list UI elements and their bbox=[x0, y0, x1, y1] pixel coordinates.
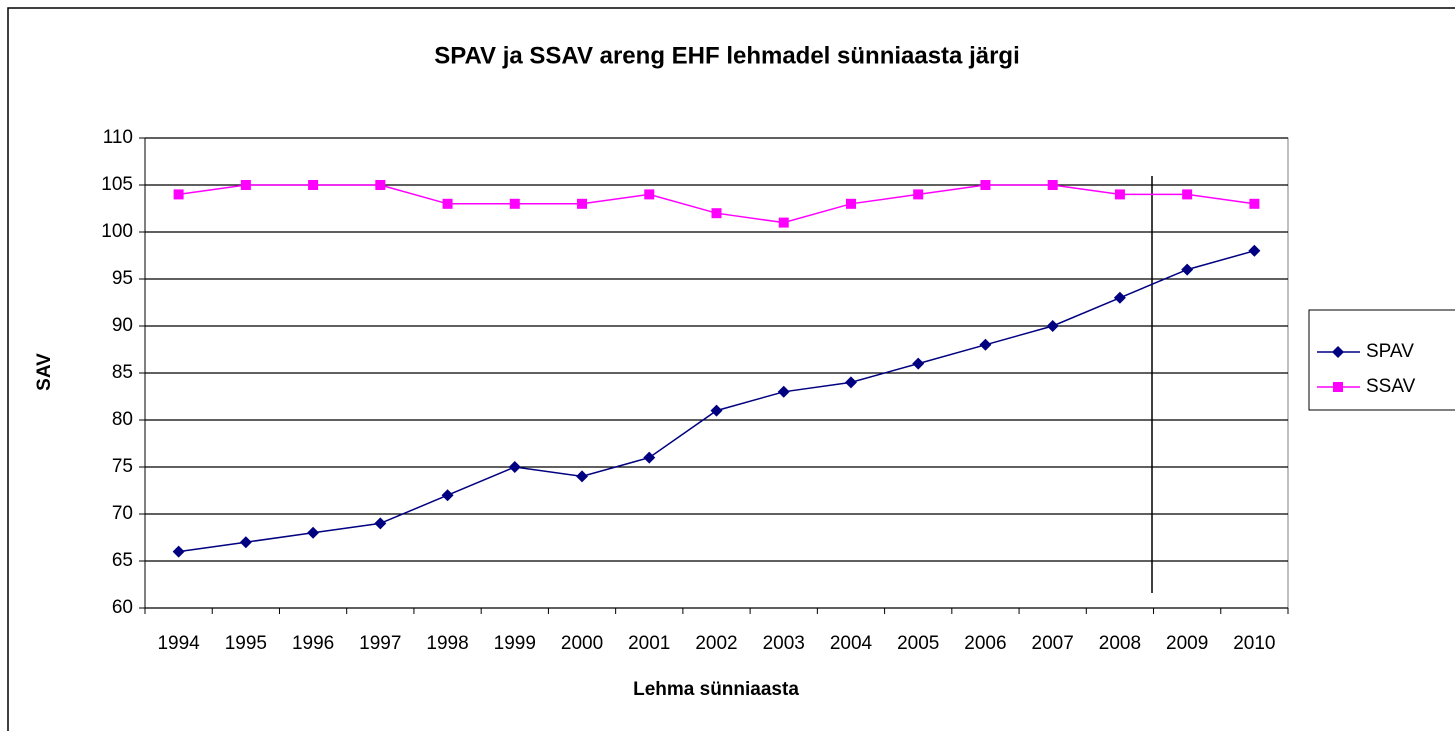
data-point bbox=[913, 189, 924, 200]
data-point bbox=[643, 451, 656, 464]
x-tick-label: 2000 bbox=[561, 633, 603, 654]
y-tick-label: 110 bbox=[103, 127, 133, 148]
chart-title: SPAV ja SSAV areng EHF lehmadel sünniaas… bbox=[434, 42, 1020, 69]
x-tick-label: 2004 bbox=[830, 633, 873, 654]
data-point bbox=[441, 489, 454, 502]
y-tick-label: 60 bbox=[112, 597, 133, 618]
x-tick-label: 2002 bbox=[695, 633, 737, 654]
legend-marker bbox=[1333, 382, 1343, 392]
data-point bbox=[1248, 244, 1261, 257]
x-tick-label: 2005 bbox=[897, 633, 939, 654]
data-point bbox=[1182, 189, 1193, 200]
legend-label: SPAV bbox=[1366, 341, 1414, 362]
x-tick-label: 2003 bbox=[763, 633, 805, 654]
y-tick-label: 105 bbox=[101, 174, 133, 195]
x-tick-label: 1999 bbox=[494, 633, 536, 654]
data-point bbox=[1249, 198, 1260, 209]
data-point bbox=[308, 180, 319, 190]
data-point bbox=[307, 526, 320, 539]
data-point bbox=[777, 385, 790, 398]
legend-marker bbox=[1332, 346, 1344, 358]
x-tick-label: 2007 bbox=[1032, 633, 1074, 654]
y-tick-label: 65 bbox=[112, 550, 133, 571]
x-tick-label: 2009 bbox=[1166, 633, 1208, 654]
data-point bbox=[1181, 263, 1194, 276]
legend-label: SSAV bbox=[1366, 376, 1416, 397]
y-tick-label: 70 bbox=[112, 503, 133, 524]
y-tick-label: 90 bbox=[112, 315, 133, 336]
data-point bbox=[844, 376, 857, 389]
legend bbox=[1308, 309, 1455, 411]
data-point bbox=[375, 180, 386, 190]
y-tick-label: 95 bbox=[112, 268, 133, 289]
data-point bbox=[1046, 320, 1059, 332]
data-point bbox=[509, 198, 520, 209]
data-point bbox=[576, 470, 589, 483]
data-point bbox=[1047, 180, 1058, 190]
x-tick-label: 1997 bbox=[359, 633, 401, 654]
data-point bbox=[508, 461, 521, 473]
y-tick-label: 75 bbox=[112, 456, 133, 477]
data-point bbox=[710, 404, 723, 417]
data-point bbox=[711, 208, 722, 219]
data-point bbox=[845, 198, 856, 209]
x-tick-label: 1998 bbox=[426, 633, 468, 654]
y-tick-label: 80 bbox=[112, 409, 133, 430]
x-axis-label: Lehma sünniaasta bbox=[633, 679, 799, 700]
y-tick-label: 85 bbox=[112, 362, 133, 383]
x-tick-label: 2001 bbox=[628, 633, 670, 654]
x-tick-label: 2010 bbox=[1233, 633, 1275, 654]
y-axis-label: SAV bbox=[34, 353, 55, 391]
x-tick-label: 2006 bbox=[964, 633, 1006, 654]
data-point bbox=[577, 198, 588, 209]
data-point bbox=[778, 217, 789, 228]
data-point bbox=[442, 198, 453, 209]
data-point bbox=[172, 545, 185, 558]
data-point bbox=[979, 338, 992, 351]
x-tick-label: 1996 bbox=[292, 633, 334, 654]
data-point bbox=[644, 189, 655, 200]
x-tick-label: 2008 bbox=[1099, 633, 1141, 654]
data-point bbox=[980, 180, 991, 190]
data-point bbox=[239, 536, 252, 549]
data-point bbox=[1114, 189, 1125, 200]
data-point bbox=[240, 180, 251, 190]
y-tick-label: 100 bbox=[101, 221, 133, 242]
data-point bbox=[173, 189, 184, 200]
data-point bbox=[912, 357, 925, 370]
x-tick-label: 1994 bbox=[157, 633, 200, 654]
data-point bbox=[1113, 291, 1126, 304]
data-point bbox=[374, 517, 387, 530]
x-tick-label: 1995 bbox=[225, 633, 267, 654]
